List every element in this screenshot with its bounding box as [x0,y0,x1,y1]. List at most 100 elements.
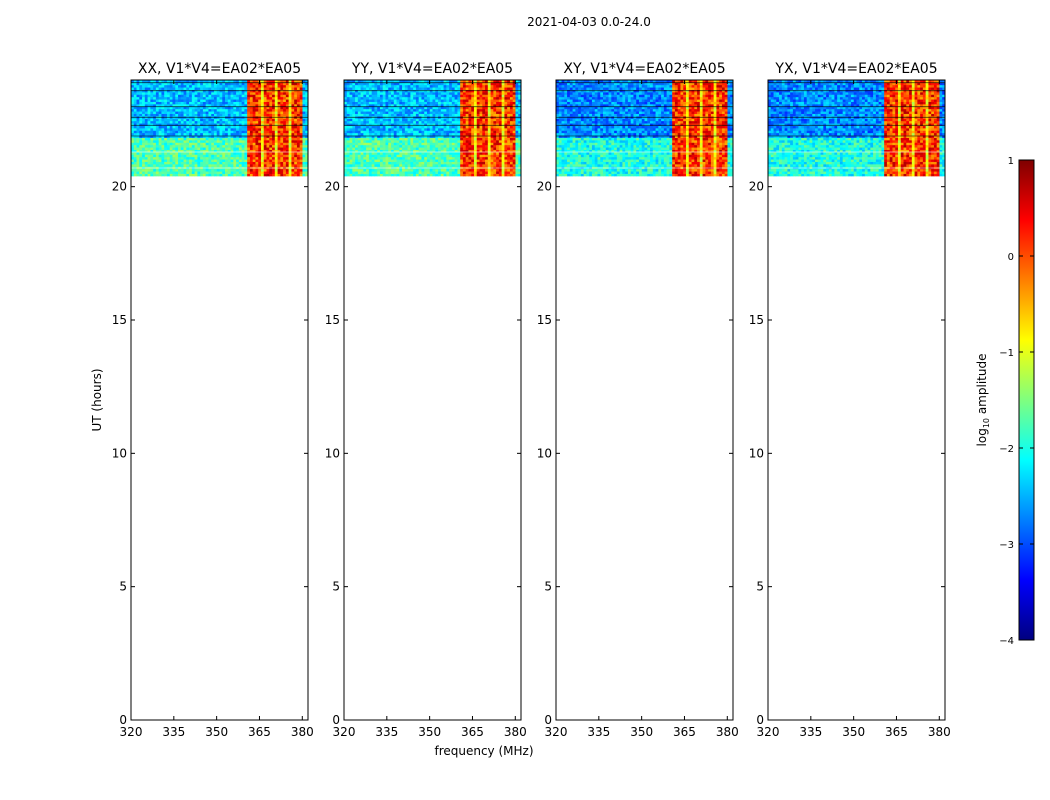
heatmap-cell [225,173,229,177]
heatmap-cell [487,168,491,172]
heatmap-cell [443,120,447,124]
heatmap-cell [357,113,361,117]
heatmap-cell [247,164,251,167]
heatmap-cell [161,94,165,98]
heatmap-cell [244,137,248,141]
heatmap-cell [213,101,218,105]
heatmap-cell [255,171,259,174]
heatmap-cell [161,108,165,112]
heatmap-cell [498,92,502,95]
heatmap-cell [460,156,464,160]
heatmap-cell [244,173,248,177]
heatmap-cell [485,96,489,100]
heatmap-cell [476,159,480,162]
figure-suptitle: 2021-04-03 0.0-24.0 [527,15,651,29]
heatmap-cell [482,137,486,141]
heatmap-cell [147,94,151,98]
heatmap-cell [498,154,502,158]
heatmap-cell [142,130,146,134]
heatmap-cell [136,147,140,150]
heatmap-cell [460,101,464,105]
heatmap-cell [222,111,226,114]
heatmap-cell [272,120,276,124]
heatmap-cell [346,154,350,158]
heatmap-cell [283,132,287,136]
heatmap-cell [131,142,135,146]
heatmap-cell [194,106,198,110]
heatmap-cell [382,137,386,141]
heatmap-cell [186,171,190,174]
heatmap-cell [385,111,389,114]
heatmap-cell [379,108,384,112]
heatmap-cell [374,84,378,88]
heatmap-cell [175,147,179,150]
heatmap-cell [393,144,397,148]
heatmap-cell [468,152,472,155]
heatmap-cell [393,125,397,129]
heatmap-cell [260,154,265,158]
heatmap-cell [131,140,135,143]
heatmap-cell [443,152,447,155]
heatmap-cell [263,147,267,150]
heatmap-cell [515,152,519,155]
heatmap-cell [435,130,439,134]
heatmap-cell [509,154,514,158]
heatmap-cell [216,125,220,129]
heatmap-cell [233,87,237,90]
heatmap-cell [294,108,298,112]
heatmap-cell [377,84,381,88]
heatmap-cell [172,173,176,177]
heatmap-cell [197,94,201,98]
heatmap-cell [407,132,411,136]
heatmap-cell [479,111,483,114]
heatmap-cell [418,137,422,141]
heatmap-cell [205,128,209,131]
heatmap-cell [302,108,306,112]
heatmap-cell [415,128,420,131]
heatmap-cell [363,171,367,174]
heatmap-cell [144,108,148,112]
heatmap-cell [363,130,367,134]
heatmap-cell [382,94,386,98]
heatmap-cell [164,113,168,117]
heatmap-cell [501,120,505,124]
heatmap-cell [272,152,276,155]
heatmap-cell [247,140,251,143]
heatmap-cell [504,149,508,153]
heatmap-cell [172,156,176,160]
heatmap-cell [280,106,284,110]
heatmap-cell [263,130,267,134]
heatmap-cell [233,82,237,86]
heatmap-cell [357,106,361,110]
heatmap-cell [418,99,422,102]
heatmap-cell [197,137,201,141]
heatmap-cell [225,152,229,155]
axes-frame [130,79,309,721]
heatmap-cell [410,128,414,131]
heatmap-cell [180,154,184,158]
heatmap-cell [291,128,295,131]
heatmap-cell [402,87,406,90]
heatmap-cell [490,152,494,155]
heatmap-cell [418,168,422,172]
heatmap-cell [407,125,411,129]
heatmap-cell [274,161,278,165]
heatmap-cell [272,92,276,95]
heatmap-cell [161,104,165,107]
heatmap-cell [260,128,265,131]
heatmap-cell [269,173,273,177]
heatmap-cell [241,120,245,124]
heatmap-cell [191,149,195,153]
heatmap-cell [249,92,254,95]
heatmap-cell [158,120,162,124]
heatmap-cell [202,159,207,162]
heatmap-cell [440,144,444,148]
heatmap-cell [178,156,182,160]
heatmap-cell [357,144,361,148]
heatmap-cell [269,96,273,100]
heatmap-cell [147,164,151,167]
heatmap-cell [413,130,417,134]
heatmap-cell [404,173,408,177]
heatmap-cell [432,130,436,134]
